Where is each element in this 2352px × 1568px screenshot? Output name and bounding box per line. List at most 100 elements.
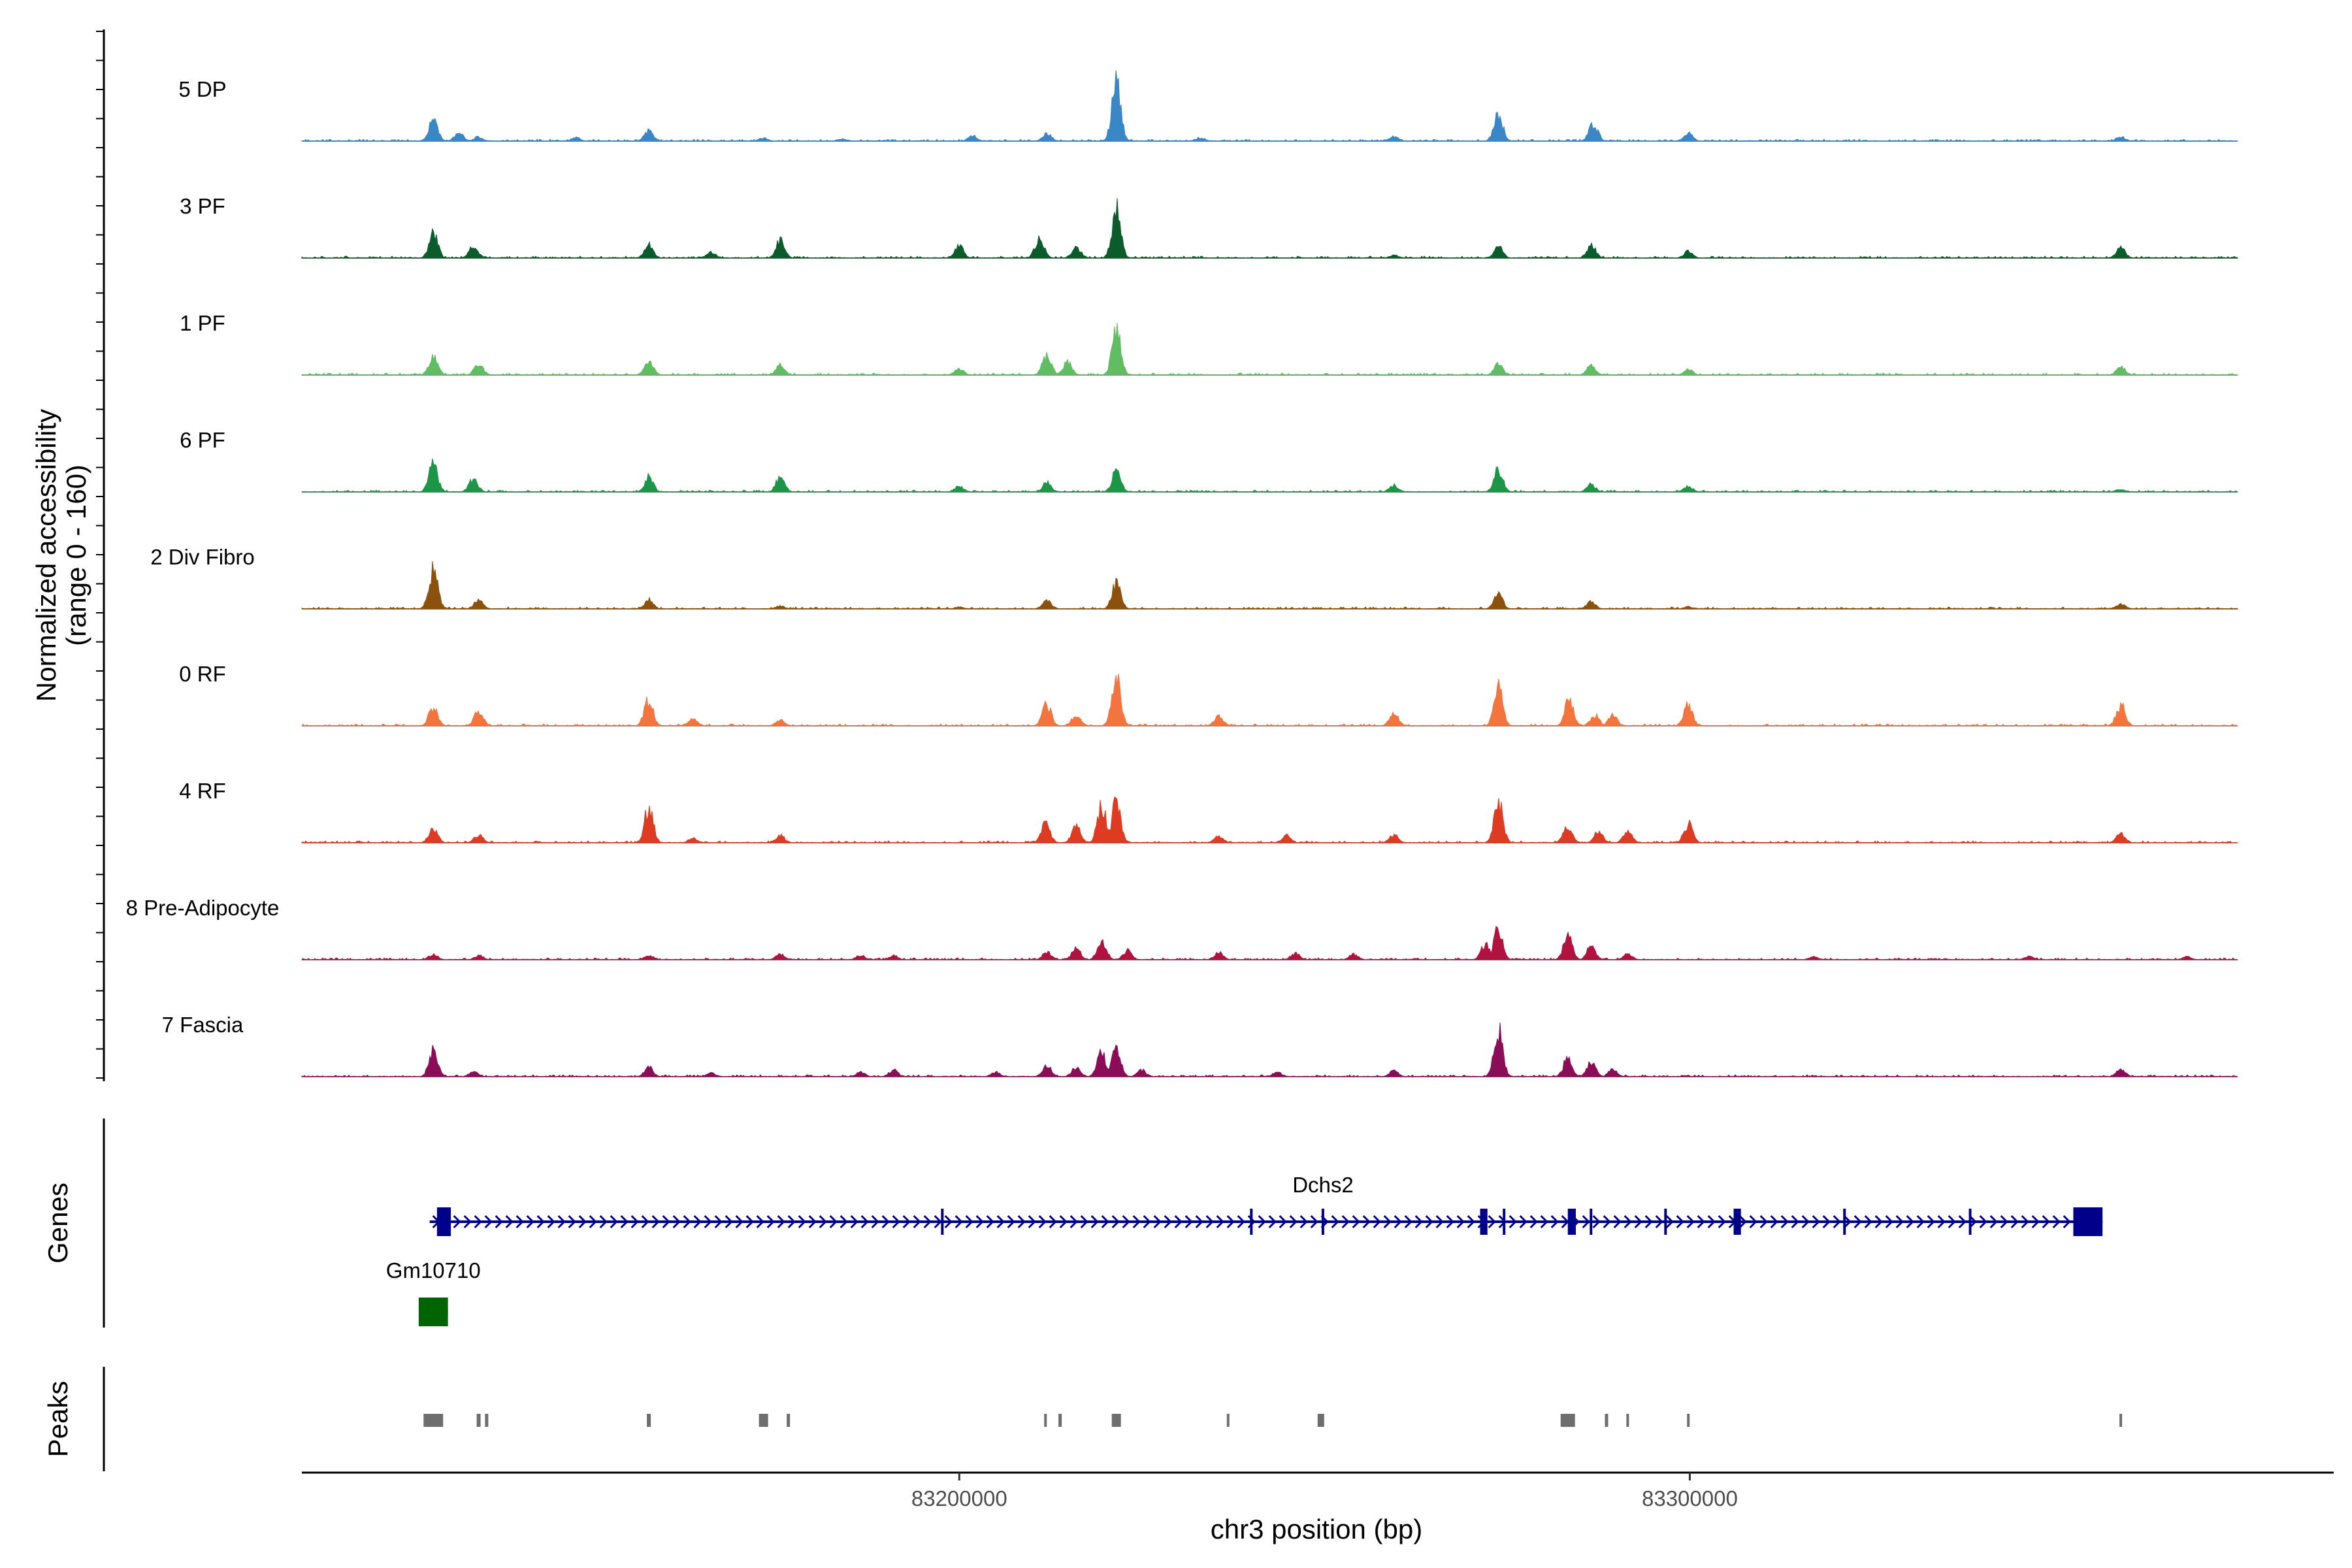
strand-arrow bbox=[1258, 1215, 1266, 1229]
strand-arrow bbox=[871, 1215, 879, 1229]
strand-arrow bbox=[1331, 1215, 1339, 1229]
strand-arrow bbox=[829, 1215, 838, 1229]
strand-arrow bbox=[1874, 1215, 1883, 1229]
strand-arrow bbox=[515, 1215, 524, 1229]
strand-arrow bbox=[1749, 1215, 1757, 1229]
strand-arrow bbox=[934, 1215, 942, 1229]
strand-arrow bbox=[1362, 1215, 1371, 1229]
strand-arrow bbox=[557, 1215, 566, 1229]
strand-arrow bbox=[1216, 1215, 1224, 1229]
track-label: 2 Div Fibro bbox=[150, 545, 255, 569]
strand-arrow bbox=[913, 1215, 921, 1229]
peak-mark bbox=[1044, 1414, 1047, 1427]
strand-arrow bbox=[1655, 1215, 1663, 1229]
strand-arrow bbox=[965, 1215, 973, 1229]
track-7-fascia: 7 Fascia bbox=[162, 1013, 2238, 1077]
strand-arrow bbox=[495, 1215, 503, 1229]
strand-arrow bbox=[610, 1215, 618, 1229]
gene-models: Dchs2 Gm10710 bbox=[386, 1173, 2103, 1326]
strand-arrow bbox=[1843, 1215, 1852, 1229]
strand-arrow bbox=[1268, 1215, 1277, 1229]
strand-arrow bbox=[1414, 1215, 1423, 1229]
strand-arrow bbox=[944, 1215, 953, 1229]
strand-arrow bbox=[463, 1215, 472, 1229]
strand-arrow bbox=[1456, 1215, 1465, 1229]
strand-arrow bbox=[1467, 1215, 1475, 1229]
strand-arrow bbox=[1885, 1215, 1893, 1229]
strand-arrow bbox=[1017, 1215, 1026, 1229]
strand-arrow bbox=[1435, 1215, 1444, 1229]
track-label: 8 Pre-Adipocyte bbox=[126, 896, 280, 920]
strand-arrow bbox=[1122, 1215, 1130, 1229]
strand-arrow bbox=[1791, 1215, 1799, 1229]
strand-arrow bbox=[766, 1215, 775, 1229]
strand-arrow bbox=[955, 1215, 963, 1229]
strand-arrow bbox=[1174, 1215, 1183, 1229]
genes-panel: Genes Dchs2 Gm10710 bbox=[42, 1119, 2103, 1328]
strand-arrow bbox=[923, 1215, 932, 1229]
strand-arrow bbox=[1665, 1215, 1674, 1229]
exon bbox=[1503, 1209, 1506, 1235]
strand-arrow bbox=[641, 1215, 649, 1229]
strand-arrow bbox=[2021, 1215, 2029, 1229]
strand-arrow bbox=[1916, 1215, 1925, 1229]
peak-mark bbox=[1626, 1414, 1629, 1427]
exon bbox=[1590, 1209, 1593, 1235]
strand-arrow bbox=[1895, 1215, 1904, 1229]
strand-arrow bbox=[1812, 1215, 1820, 1229]
x-axis-tick-label: 83300000 bbox=[1642, 1486, 1738, 1511]
coverage-area bbox=[301, 926, 2238, 960]
genes-panel-label: Genes bbox=[42, 1183, 73, 1264]
strand-arrow bbox=[1488, 1215, 1496, 1229]
strand-arrow bbox=[1394, 1215, 1402, 1229]
strand-arrow bbox=[589, 1215, 597, 1229]
gene-label: Dchs2 bbox=[1292, 1173, 1354, 1197]
peak-mark bbox=[423, 1414, 444, 1427]
coverage-area bbox=[301, 70, 2238, 142]
peak-marks bbox=[423, 1414, 2123, 1427]
strand-arrow bbox=[1906, 1215, 1914, 1229]
peak-mark bbox=[1317, 1414, 1324, 1427]
strand-arrow bbox=[1770, 1215, 1778, 1229]
track-label: 6 PF bbox=[180, 428, 225, 452]
strand-arrow bbox=[1676, 1215, 1684, 1229]
strand-arrow bbox=[1613, 1215, 1622, 1229]
gene-dchs2: Dchs2 bbox=[429, 1173, 2103, 1236]
strand-arrow bbox=[840, 1215, 848, 1229]
accessibility-axis-title: Normalized accessibility(range 0 - 160) bbox=[31, 409, 91, 702]
strand-arrow bbox=[1028, 1215, 1036, 1229]
peak-mark bbox=[1605, 1414, 1609, 1427]
strand-arrow bbox=[599, 1215, 608, 1229]
strand-arrow bbox=[1143, 1215, 1151, 1229]
strand-arrow bbox=[1697, 1215, 1705, 1229]
strand-arrow bbox=[1540, 1215, 1548, 1229]
strand-arrow bbox=[798, 1215, 806, 1229]
strand-arrow bbox=[1090, 1215, 1099, 1229]
strand-arrow bbox=[1509, 1215, 1517, 1229]
exon bbox=[436, 1207, 451, 1236]
exon bbox=[1968, 1209, 1972, 1235]
strand-arrow bbox=[1686, 1215, 1695, 1229]
track-5-dp: 5 DP bbox=[178, 70, 2238, 142]
strand-arrow bbox=[453, 1215, 461, 1229]
exon bbox=[1321, 1209, 1324, 1235]
x-axis-tick-label: 83200000 bbox=[911, 1486, 1007, 1511]
strand-arrow bbox=[1927, 1215, 1935, 1229]
strand-arrow bbox=[1341, 1215, 1350, 1229]
strand-arrow bbox=[1101, 1215, 1109, 1229]
strand-arrow bbox=[1164, 1215, 1172, 1229]
strand-arrow bbox=[2000, 1215, 2008, 1229]
strand-arrow bbox=[850, 1215, 858, 1229]
accessibility-axis-title-line: (range 0 - 160) bbox=[61, 465, 91, 646]
strand-arrow bbox=[1153, 1215, 1162, 1229]
strand-arrow bbox=[1780, 1215, 1789, 1229]
accessibility-axis-title-line: Normalized accessibility bbox=[31, 409, 61, 702]
strand-arrow bbox=[1425, 1215, 1433, 1229]
strand-arrow bbox=[693, 1215, 702, 1229]
strand-arrow bbox=[662, 1215, 670, 1229]
strand-arrow bbox=[1833, 1215, 1841, 1229]
strand-arrow bbox=[2031, 1215, 2040, 1229]
strand-arrow bbox=[1937, 1215, 1946, 1229]
peaks-panel: Peaks bbox=[42, 1367, 2123, 1471]
track-0-rf: 0 RF bbox=[179, 662, 2238, 727]
